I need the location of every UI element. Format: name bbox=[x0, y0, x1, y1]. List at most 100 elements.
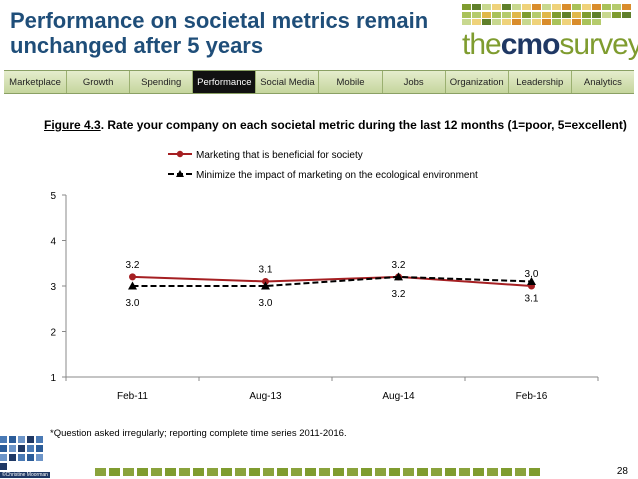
decorative-square bbox=[179, 468, 190, 476]
mosaic-tile bbox=[622, 11, 631, 18]
side-logo-block bbox=[0, 445, 7, 452]
tab-mobile[interactable]: Mobile bbox=[319, 71, 383, 93]
data-point bbox=[394, 272, 403, 281]
data-point bbox=[527, 276, 536, 285]
mosaic-tile bbox=[482, 19, 491, 26]
logo-wordmark: thecmosurvey bbox=[462, 28, 638, 61]
y-tick-label: 3 bbox=[50, 282, 56, 293]
side-logo-block bbox=[36, 436, 43, 443]
mosaic-tile bbox=[542, 11, 551, 18]
decorative-squares bbox=[95, 468, 540, 476]
tab-jobs[interactable]: Jobs bbox=[382, 71, 446, 93]
x-tick-label: Aug-14 bbox=[382, 391, 415, 402]
mosaic-tile bbox=[622, 4, 631, 10]
mosaic-tile bbox=[612, 11, 621, 18]
tab-performance[interactable]: Performance bbox=[193, 71, 257, 93]
tab-analytics[interactable]: Analytics bbox=[571, 71, 634, 93]
x-tick-label: Feb-11 bbox=[117, 391, 148, 402]
tab-spending[interactable]: Spending bbox=[130, 71, 194, 93]
side-logo-block bbox=[9, 445, 16, 452]
figure-caption: . Rate your company on each societal met… bbox=[100, 118, 627, 132]
line-chart: 1 2 3 4 5 Feb-11 Aug-13 Aug-14 Feb-16 Marketing t… bbox=[50, 150, 599, 402]
side-logo-block bbox=[27, 445, 34, 452]
figure-number: Figure 4.3 bbox=[44, 118, 101, 132]
decorative-square bbox=[361, 468, 372, 476]
mosaic-tile bbox=[502, 11, 511, 18]
mosaic-tile bbox=[612, 4, 621, 10]
decorative-square bbox=[501, 468, 512, 476]
side-logo-block bbox=[0, 436, 7, 443]
side-logo-block bbox=[9, 454, 16, 461]
decorative-square bbox=[403, 468, 414, 476]
mosaic-tile bbox=[462, 19, 471, 26]
data-point bbox=[262, 277, 269, 285]
mosaic-tile bbox=[492, 19, 501, 26]
series-line bbox=[132, 275, 532, 287]
decorative-square bbox=[95, 468, 106, 476]
side-logo: ©Christine Moorman bbox=[0, 436, 50, 479]
series-line bbox=[132, 275, 532, 287]
side-logo-blocks bbox=[0, 436, 48, 470]
decorative-square bbox=[291, 468, 302, 476]
y-tick-label: 4 bbox=[50, 237, 56, 248]
page-number: 28 bbox=[616, 466, 628, 477]
data-label: 3.1 bbox=[525, 293, 539, 304]
logo-mosaic bbox=[462, 4, 632, 26]
decorative-square bbox=[277, 468, 288, 476]
mosaic-tile bbox=[512, 11, 521, 18]
mosaic-tile bbox=[572, 4, 581, 10]
mosaic-tile bbox=[552, 19, 561, 26]
tab-leadership[interactable]: Leadership bbox=[508, 71, 572, 93]
mosaic-tile bbox=[522, 11, 531, 18]
decorative-square bbox=[473, 468, 484, 476]
mosaic-tile bbox=[512, 19, 521, 26]
tab-organization[interactable]: Organization bbox=[445, 71, 509, 93]
mosaic-tile bbox=[592, 19, 601, 26]
mosaic-tile bbox=[592, 11, 601, 18]
data-point bbox=[261, 281, 270, 290]
mosaic-tile bbox=[462, 4, 471, 10]
tab-social-media[interactable]: Social Media bbox=[256, 71, 320, 93]
decorative-square bbox=[151, 468, 162, 476]
legend-label: Minimize the impact of marketing on the … bbox=[196, 170, 478, 181]
decorative-square bbox=[305, 468, 316, 476]
mosaic-tile bbox=[542, 19, 551, 26]
data-label: 3.0 bbox=[259, 298, 273, 309]
side-logo-block bbox=[36, 445, 43, 452]
section-nav: Marketplace Growth Spending Performance … bbox=[4, 70, 634, 94]
mosaic-tile bbox=[512, 4, 521, 10]
tab-growth[interactable]: Growth bbox=[67, 71, 131, 93]
mosaic-tile bbox=[572, 19, 581, 26]
decorative-square bbox=[445, 468, 456, 476]
cmo-survey-logo: thecmosurvey bbox=[462, 4, 638, 66]
mosaic-tile bbox=[582, 4, 591, 10]
tab-marketplace[interactable]: Marketplace bbox=[4, 71, 68, 93]
decorative-square bbox=[235, 468, 246, 476]
mosaic-tile bbox=[482, 4, 491, 10]
decorative-square bbox=[333, 468, 344, 476]
mosaic-tile bbox=[562, 11, 571, 18]
decorative-square bbox=[165, 468, 176, 476]
mosaic-tile bbox=[472, 11, 481, 18]
side-logo-block bbox=[27, 454, 34, 461]
y-tick-label: 2 bbox=[50, 328, 56, 339]
figure-title: Figure 4.3. Rate your company on each so… bbox=[44, 118, 634, 132]
mosaic-tile bbox=[592, 4, 601, 10]
mosaic-tile bbox=[502, 4, 511, 10]
mosaic-tile bbox=[562, 19, 571, 26]
decorative-square bbox=[109, 468, 120, 476]
mosaic-tile bbox=[492, 4, 501, 10]
mosaic-tile bbox=[472, 19, 481, 26]
decorative-square bbox=[389, 468, 400, 476]
mosaic-tile bbox=[522, 4, 531, 10]
decorative-square bbox=[319, 468, 330, 476]
legend-marker bbox=[176, 170, 184, 177]
decorative-square bbox=[515, 468, 526, 476]
side-logo-block bbox=[0, 454, 7, 461]
mosaic-tile bbox=[462, 11, 471, 18]
side-logo-block bbox=[27, 436, 34, 443]
y-tick-label: 1 bbox=[50, 373, 56, 384]
mosaic-tile bbox=[472, 4, 481, 10]
mosaic-tile bbox=[552, 4, 561, 10]
mosaic-tile bbox=[562, 4, 571, 10]
